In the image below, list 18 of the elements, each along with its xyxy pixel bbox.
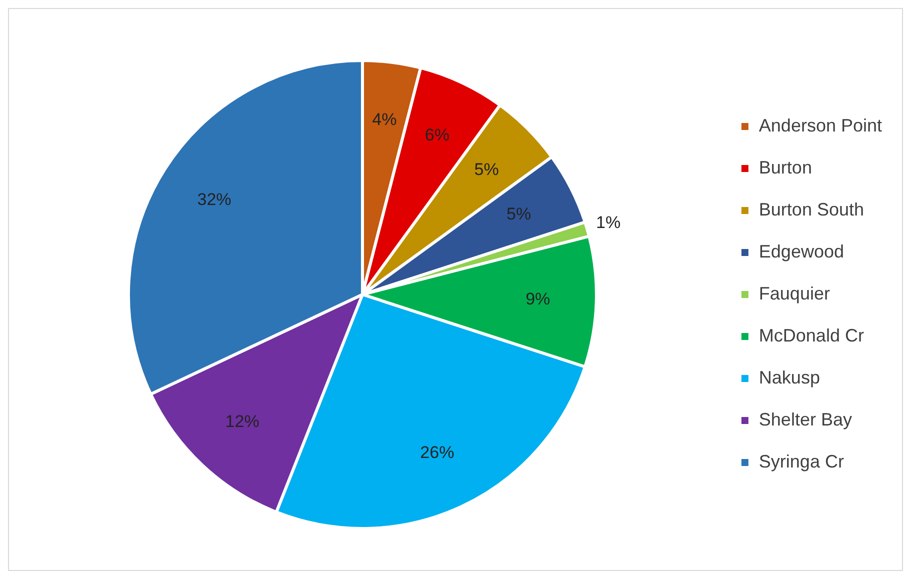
legend-label: Fauquier bbox=[758, 283, 830, 304]
data-label: 5% bbox=[506, 204, 532, 224]
data-label: 1% bbox=[596, 212, 621, 232]
legend-label: Shelter Bay bbox=[758, 409, 852, 430]
legend-label: Burton South bbox=[758, 199, 864, 220]
data-label: 9% bbox=[526, 290, 550, 309]
legend-label: Burton bbox=[758, 157, 812, 178]
legend-label: McDonald Cr bbox=[758, 325, 864, 346]
data-label: 12% bbox=[225, 412, 260, 432]
legend-label: Edgewood bbox=[758, 241, 844, 262]
data-label: 4% bbox=[372, 110, 397, 130]
legend-label: Nakusp bbox=[758, 367, 820, 388]
data-label: 5% bbox=[474, 160, 499, 180]
legend-label: Anderson Point bbox=[758, 115, 882, 136]
legend-label: Syringa Cr bbox=[758, 451, 844, 472]
data-label: 26% bbox=[420, 442, 454, 462]
data-label: 6% bbox=[424, 125, 450, 144]
data-label: 32% bbox=[197, 190, 232, 210]
